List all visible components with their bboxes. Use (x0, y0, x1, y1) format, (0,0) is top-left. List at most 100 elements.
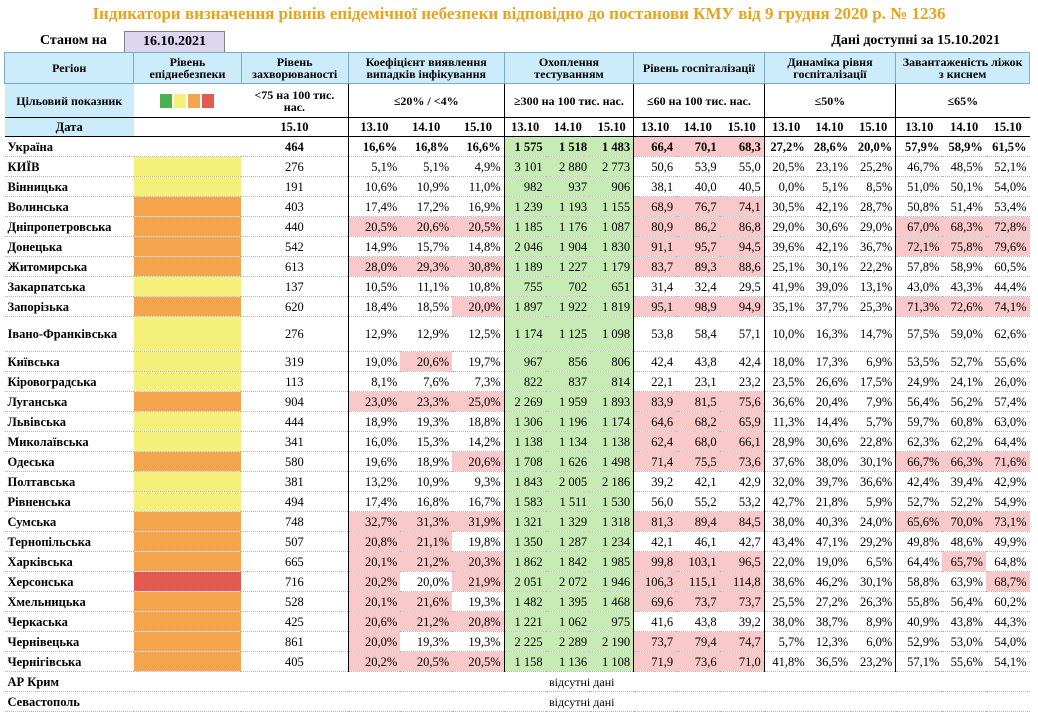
testing-cell: 2 005 (545, 471, 591, 492)
hospitalization-cell: 50,6 (633, 156, 677, 177)
hospitalization-cell: 74,7 (719, 631, 765, 652)
ukraine-hospitalization: 70,1 (676, 136, 720, 157)
detection-cell: 8,1% (347, 371, 401, 392)
detection-cell: 18,9% (347, 411, 401, 432)
detection-cell: 19,8% (452, 531, 505, 552)
oxygen-beds-cell: 24,1% (942, 371, 986, 392)
oxygen-beds-cell: 60,2% (985, 591, 1030, 612)
ukraine-incidence: 464 (241, 136, 349, 157)
region-name: Кіровоградська (4, 371, 134, 392)
hospitalization-cell: 79,4 (676, 631, 720, 652)
hosp-dynamics-cell: 38,0% (763, 511, 808, 532)
oxygen-beds-cell: 43,8% (942, 611, 986, 632)
detection-cell: 20,8% (452, 611, 505, 632)
detection-cell: 18,5% (400, 296, 453, 317)
table-row: Тернопільська 507 20,8% 21,1% 19,8% 1 350 1 28… (4, 531, 1030, 552)
testing-cell: 1 221 (503, 611, 546, 632)
hospitalization-cell: 56,0 (633, 491, 677, 512)
region-name: Дніпропетровська (4, 216, 134, 237)
hosp-dynamics-cell: 5,1% (807, 176, 852, 197)
region-name: Сумська (4, 511, 134, 532)
table-row: Полтавська 381 13,2% 10,9% 9,3% 1 843 2 005 2 1… (4, 471, 1030, 492)
detection-cell: 5,1% (347, 156, 401, 177)
testing-cell: 2 072 (545, 571, 591, 592)
hospitalization-cell: 39,2 (719, 611, 765, 632)
oxygen-beds-cell: 71,6% (985, 451, 1030, 472)
hospitalization-cell: 43,8 (676, 611, 720, 632)
oxygen-beds-cell: 49,8% (895, 531, 943, 552)
detection-cell: 16,7% (452, 491, 505, 512)
testing-cell: 1 708 (503, 451, 546, 472)
hospitalization-cell: 69,6 (633, 591, 677, 612)
date-cell: 15.10 (452, 117, 505, 137)
hosp-dynamics-cell: 30,5% (763, 196, 808, 217)
header-hospitalization: Рівень госпіталізації (633, 52, 765, 84)
incidence-cell: 319 (241, 351, 349, 372)
hospitalization-cell: 114,8 (719, 571, 765, 592)
testing-cell: 1 904 (545, 236, 591, 257)
testing-cell: 1 136 (545, 651, 591, 672)
detection-cell: 19,3% (452, 591, 505, 612)
hospitalization-cell: 53,2 (719, 491, 765, 512)
detection-cell: 11,0% (452, 176, 505, 197)
hosp-dynamics-cell: 27,2% (807, 591, 852, 612)
ukraine-row: Україна 464 16,6% 16,8% 16,6% 1 575 1 51… (4, 136, 1030, 157)
hospitalization-cell: 22,1 (633, 371, 677, 392)
hosp-dynamics-cell: 23,5% (763, 371, 808, 392)
testing-cell: 1 468 (590, 591, 634, 612)
incidence-cell: 137 (241, 276, 349, 297)
table-row: Херсонська 716 20,2% 20,0% 21,9% 2 051 2 072 1 … (4, 571, 1030, 592)
testing-cell: 1 482 (503, 591, 546, 612)
region-name: Харківська (4, 551, 134, 572)
region-name: Запорізька (4, 296, 134, 317)
hosp-dynamics-cell: 20,5% (763, 156, 808, 177)
header-danger-level: Рівень епіднебезпеки (133, 52, 242, 84)
hosp-dynamics-cell: 23,2% (851, 651, 896, 672)
ukraine-oxygen-beds: 61,5% (985, 136, 1030, 157)
region-name: Львівська (4, 411, 134, 432)
indicators-table: Регіон Рівень епіднебезпеки Рівень захво… (3, 52, 1030, 712)
hosp-dynamics-cell: 8,9% (851, 611, 896, 632)
incidence-cell: 716 (241, 571, 349, 592)
hospitalization-cell: 29,5 (719, 276, 765, 297)
hosp-dynamics-cell: 7,9% (851, 391, 896, 412)
region-name: Чернігівська (4, 651, 134, 672)
hospitalization-cell: 42,1 (676, 471, 720, 492)
detection-cell: 19,3% (452, 631, 505, 652)
hosp-dynamics-cell: 28,7% (851, 196, 896, 217)
oxygen-beds-cell: 59,7% (895, 411, 943, 432)
detection-cell: 18,8% (452, 411, 505, 432)
danger-level-cell (133, 411, 242, 432)
oxygen-beds-cell: 57,4% (985, 391, 1030, 412)
detection-cell: 10,5% (347, 276, 401, 297)
ukraine-oxygen-beds: 58,9% (942, 136, 986, 157)
detection-cell: 12,5% (452, 316, 505, 352)
hospitalization-cell: 91,1 (633, 236, 677, 257)
hosp-dynamics-cell: 36,7% (851, 236, 896, 257)
hosp-dynamics-cell: 23,1% (807, 156, 852, 177)
table-row: АР Крим відсутні дані (4, 671, 1030, 692)
hospitalization-cell: 73,6 (719, 451, 765, 472)
table-row: Чернівецька 861 20,0% 19,3% 19,3% 2 225 2 289 2… (4, 631, 1030, 652)
testing-cell: 755 (503, 276, 546, 297)
region-name: Полтавська (4, 471, 134, 492)
hosp-dynamics-cell: 18,0% (763, 351, 808, 372)
testing-cell: 1 174 (590, 411, 634, 432)
hosp-dynamics-cell: 47,1% (807, 531, 852, 552)
table-row: Черкаська 425 20,6% 21,2% 20,8% 1 221 1 062 975… (4, 611, 1030, 632)
detection-cell: 20,1% (347, 591, 401, 612)
incidence-cell: 904 (241, 391, 349, 412)
detection-cell: 10,6% (347, 176, 401, 197)
testing-cell: 1 318 (590, 511, 634, 532)
date-cell: 14.10 (545, 117, 591, 137)
hosp-dynamics-cell: 11,3% (763, 411, 808, 432)
hospitalization-cell: 76,7 (676, 196, 720, 217)
danger-level-cell (133, 491, 242, 512)
incidence-cell: 528 (241, 591, 349, 612)
testing-cell: 1 959 (545, 391, 591, 412)
oxygen-beds-cell: 66,7% (895, 451, 943, 472)
hospitalization-cell: 84,5 (719, 511, 765, 532)
testing-cell: 837 (545, 371, 591, 392)
hosp-dynamics-cell: 25,2% (851, 156, 896, 177)
incidence-cell: 444 (241, 411, 349, 432)
